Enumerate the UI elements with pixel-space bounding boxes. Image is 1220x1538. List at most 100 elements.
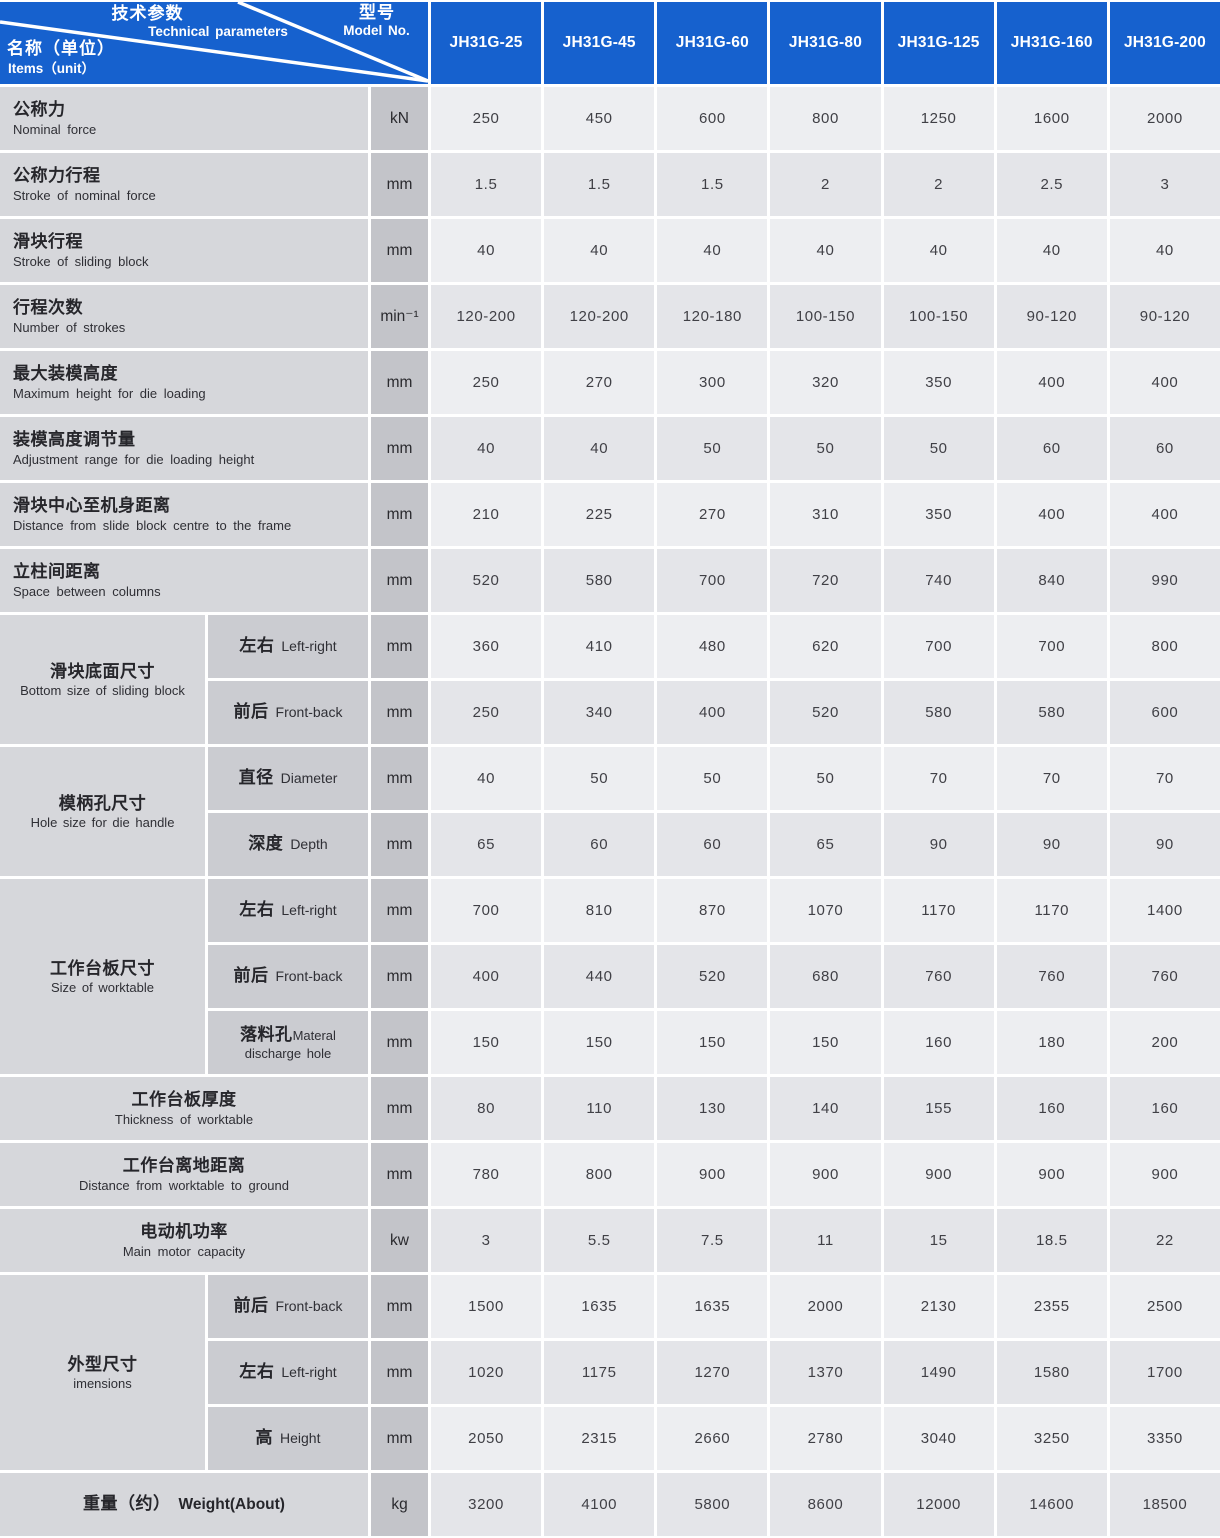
value-cell: 11	[770, 1209, 881, 1272]
unit-label: mm	[386, 703, 413, 721]
sub-label-zh: 前后	[233, 1296, 269, 1316]
value-cell: 870	[657, 879, 768, 942]
sub-label-en: Front-back	[275, 703, 343, 720]
unit-label: mm	[386, 439, 413, 457]
value-cell: 2315	[544, 1407, 655, 1470]
unit-cell: kg	[371, 1473, 428, 1536]
row-label-en: Distance from slide block centre to the …	[13, 517, 292, 533]
value-cell: 720	[770, 549, 881, 612]
value-cell: 360	[431, 615, 542, 678]
sub-label-en: Front-back	[275, 1297, 343, 1314]
unit-cell: mm	[371, 615, 428, 678]
value-cell: 800	[1109, 615, 1220, 678]
unit-label: mm	[386, 1429, 413, 1447]
sub-label-zh: 前后	[233, 966, 269, 986]
row-label-en: Weight(About)	[178, 1495, 285, 1513]
value-cell: 160	[996, 1077, 1107, 1140]
value-cell: 100-150	[883, 285, 994, 348]
unit-label: mm	[386, 637, 413, 655]
value-cell: 150	[770, 1011, 881, 1074]
sub-label-en: Front-back	[275, 967, 343, 984]
sub-label-zh: 左右	[239, 1362, 275, 1382]
value-cell: 200	[1109, 1011, 1220, 1074]
row-label-en: Number of strokes	[13, 319, 126, 335]
value-cell: 65	[431, 813, 542, 876]
value-cell: 400	[1109, 351, 1220, 414]
model-header-jh31g-80: JH31G-80	[770, 2, 881, 84]
corner-items-unit-en: Items（unit）	[8, 61, 96, 76]
row-label-zh: 电动机功率	[140, 1221, 228, 1241]
value-cell: 210	[431, 483, 542, 546]
row-label-zh: 工作台板厚度	[131, 1089, 237, 1109]
value-cell: 760	[1109, 945, 1220, 1008]
value-cell: 18500	[1109, 1473, 1220, 1536]
value-cell: 150	[431, 1011, 542, 1074]
value-cell: 8600	[770, 1473, 881, 1536]
corner-technical-parameters-zh: 技术参数	[111, 4, 184, 23]
value-cell: 50	[657, 417, 768, 480]
value-cell: 2780	[770, 1407, 881, 1470]
value-cell: 1400	[1109, 879, 1220, 942]
sub-label-zh: 左右	[239, 900, 275, 920]
unit-label: mm	[386, 1363, 413, 1381]
value-cell: 1500	[431, 1275, 542, 1338]
model-header-jh31g-60: JH31G-60	[657, 2, 768, 84]
value-cell: 1070	[770, 879, 881, 942]
sub-label-en: Left-right	[281, 637, 337, 654]
value-cell: 70	[996, 747, 1107, 810]
value-cell: 70	[883, 747, 994, 810]
value-cell: 900	[770, 1143, 881, 1206]
value-cell: 520	[431, 549, 542, 612]
model-header-jh31g-200: JH31G-200	[1109, 2, 1220, 84]
row-label-zh: 工作台离地距离	[122, 1155, 246, 1175]
value-cell: 400	[996, 483, 1107, 546]
unit-label: kg	[391, 1495, 408, 1513]
row-label: 电动机功率 Main motor capacity	[0, 1209, 368, 1272]
sub-label: 左右 Left-right	[208, 1341, 368, 1404]
value-cell: 14600	[996, 1473, 1107, 1536]
unit-label: mm	[386, 901, 413, 919]
value-cell: 60	[657, 813, 768, 876]
sub-label: 左右 Left-right	[208, 615, 368, 678]
value-cell: 810	[544, 879, 655, 942]
sub-label-en: Left-right	[281, 901, 337, 918]
value-cell: 40	[431, 747, 542, 810]
value-cell: 1700	[1109, 1341, 1220, 1404]
value-cell: 40	[883, 219, 994, 282]
corner-model-no-en: Model No.	[343, 23, 410, 38]
sub-label-zh: 直径	[238, 768, 274, 788]
value-cell: 900	[883, 1143, 994, 1206]
group-label-en: Size of worktable	[51, 979, 154, 995]
value-cell: 1.5	[657, 153, 768, 216]
unit-cell: mm	[371, 1011, 428, 1074]
unit-label: mm	[386, 769, 413, 787]
sub-label-zh: 深度	[248, 834, 284, 854]
model-header-jh31g-45: JH31G-45	[544, 2, 655, 84]
sub-label: 高 Height	[208, 1407, 368, 1470]
unit-cell: mm	[371, 813, 428, 876]
value-cell: 1490	[883, 1341, 994, 1404]
value-cell: 800	[770, 87, 881, 150]
row-label: 公称力 Nominal force	[0, 87, 368, 150]
row-label: 工作台板厚度 Thickness of worktable	[0, 1077, 368, 1140]
group-label-en: imensions	[73, 1375, 132, 1391]
value-cell: 1.5	[544, 153, 655, 216]
value-cell: 1175	[544, 1341, 655, 1404]
value-cell: 160	[883, 1011, 994, 1074]
value-cell: 760	[883, 945, 994, 1008]
value-cell: 2050	[431, 1407, 542, 1470]
value-cell: 150	[657, 1011, 768, 1074]
row-label-zh: 滑块行程	[13, 231, 83, 251]
value-cell: 350	[883, 483, 994, 546]
row-label-zh: 立柱间距离	[13, 561, 101, 581]
value-cell: 120-200	[431, 285, 542, 348]
row-label-zh: 滑块中心至机身距离	[13, 495, 171, 515]
row-label-en: Nominal force	[13, 121, 97, 137]
unit-cell: kN	[371, 87, 428, 150]
value-cell: 60	[1109, 417, 1220, 480]
corner-header-cell: 技术参数 Technical parameters 型号 Model No. 名…	[0, 2, 428, 84]
row-label: 最大装模高度 Maximum height for die loading	[0, 351, 368, 414]
value-cell: 90	[1109, 813, 1220, 876]
value-cell: 580	[544, 549, 655, 612]
value-cell: 225	[544, 483, 655, 546]
